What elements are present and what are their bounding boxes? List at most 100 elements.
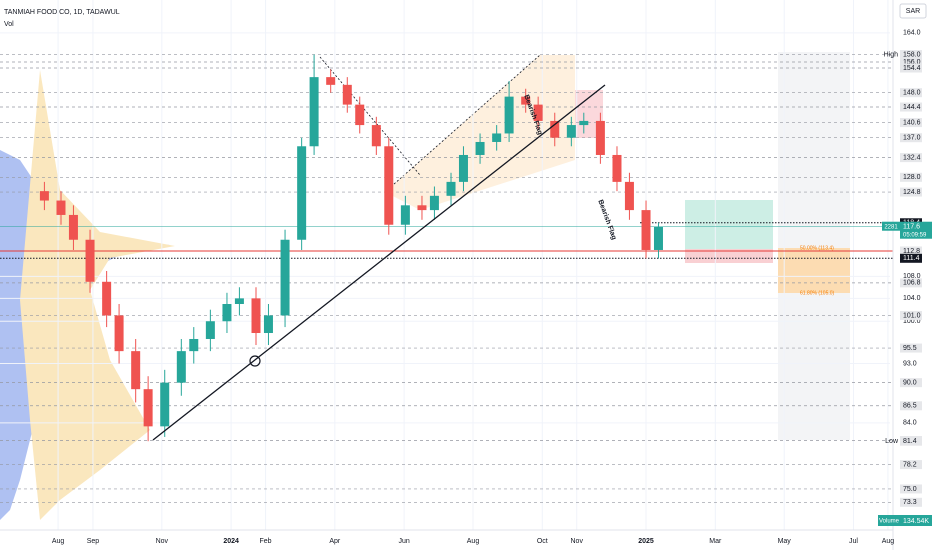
level-label: 128.0 <box>903 174 921 181</box>
currency[interactable]: SAR <box>906 8 920 15</box>
candle-body <box>371 125 381 147</box>
x-tick-label: Oct <box>537 538 548 545</box>
level-label: 154.4 <box>903 65 921 72</box>
x-tick-label: Jul <box>849 538 858 545</box>
candle-body <box>342 84 352 105</box>
touch-marker <box>249 355 261 367</box>
y-tick-label: 104.0 <box>903 295 921 302</box>
candle-body <box>653 226 663 250</box>
level-label: 158.0 <box>903 51 921 58</box>
low-value: 81.4 <box>903 438 917 445</box>
level-badge <box>900 460 922 470</box>
volume-badge <box>878 515 900 526</box>
x-tick-label: Jun <box>398 538 409 545</box>
last-volume: 2281 <box>884 224 898 230</box>
dotted-line <box>384 54 541 193</box>
candle-body <box>309 77 319 147</box>
annotation: 61.80% (105.0) <box>800 290 835 296</box>
level-label: 124.8 <box>903 189 921 196</box>
candle-body <box>263 315 273 334</box>
candle-body <box>400 205 410 225</box>
chart-title: TANMIAH FOOD CO, 1D, TADAWUL <box>4 9 120 16</box>
level-badge <box>900 57 922 67</box>
indicator-label: Vol <box>4 21 14 28</box>
level-label: 144.4 <box>903 104 921 111</box>
date-range <box>778 52 850 440</box>
last-price: 117.6 <box>903 224 920 231</box>
dotted-line <box>319 56 421 176</box>
level-badge <box>900 133 922 143</box>
trendline <box>152 84 606 441</box>
level-label: 95.5 <box>903 345 917 352</box>
level-badge <box>900 484 922 494</box>
candle-body <box>612 154 622 182</box>
level-label: 101.0 <box>903 312 921 319</box>
x-tick-label: Feb <box>260 538 272 545</box>
candle-body <box>429 195 439 211</box>
level-label: 106.8 <box>903 280 921 287</box>
volume-label: Volume <box>879 519 900 525</box>
x-tick-label: May <box>778 538 792 545</box>
x-tick-label: Aug <box>882 538 895 545</box>
candle-body <box>641 210 651 250</box>
candle-body <box>251 298 261 334</box>
low-badge <box>900 436 922 446</box>
level-badge <box>900 187 922 197</box>
candle-body <box>566 125 576 138</box>
high-label: High <box>884 51 899 58</box>
candle-body <box>280 239 290 316</box>
support-label: 111.4 <box>903 255 920 262</box>
candle-body <box>326 77 336 85</box>
candle-body <box>521 96 531 105</box>
candle-body <box>143 389 153 427</box>
long-stop <box>685 249 773 263</box>
support-badge <box>900 253 922 263</box>
level-badge <box>900 63 922 73</box>
x-tick-label: Mar <box>709 538 722 545</box>
candle-body <box>160 382 170 427</box>
candle-body <box>102 281 112 316</box>
candle-body <box>68 214 78 240</box>
x-tick-label: 2024 <box>223 538 239 545</box>
flag-zone <box>385 55 575 210</box>
candle-body <box>114 315 124 352</box>
y-tick-label: 164.0 <box>903 30 921 37</box>
level-label: 73.3 <box>903 499 917 506</box>
level-badge <box>900 102 922 112</box>
level-badge <box>900 278 922 288</box>
candle-body <box>492 133 502 142</box>
currency-box[interactable] <box>899 3 927 19</box>
y-tick-label: 108.0 <box>903 273 921 280</box>
candle-body <box>176 351 186 383</box>
candle-body <box>56 200 66 215</box>
candle-body <box>39 191 49 201</box>
level-label: 132.4 <box>903 154 921 161</box>
volume-value: 134.54K <box>903 518 929 525</box>
candle-body <box>595 120 605 155</box>
x-tick-label: Aug <box>52 538 65 545</box>
level-label: 140.6 <box>903 119 921 126</box>
candle-body <box>624 181 634 211</box>
level-label: 137.0 <box>903 135 921 142</box>
x-tick-label: Nov <box>571 538 584 545</box>
y-tick-label: 93.0 <box>903 360 917 367</box>
low-label: Low <box>885 438 899 445</box>
candle-body <box>475 141 485 155</box>
level-label: 86.5 <box>903 403 917 410</box>
last-badge <box>882 221 900 231</box>
level-badge <box>900 88 922 98</box>
candle-body <box>189 338 199 352</box>
level-badge <box>900 497 922 507</box>
level-badge <box>900 378 922 388</box>
volume-badge <box>900 515 932 526</box>
y-tick-label: 84.0 <box>903 420 917 427</box>
level-label: 156.0 <box>903 59 921 66</box>
level-badge <box>900 343 922 353</box>
candle-body <box>131 351 141 390</box>
candle-body <box>205 321 215 339</box>
volume-profile <box>0 70 175 520</box>
candle-body <box>85 239 95 282</box>
x-tick-label: Apr <box>329 538 341 545</box>
x-tick-label: Nov <box>156 538 169 545</box>
